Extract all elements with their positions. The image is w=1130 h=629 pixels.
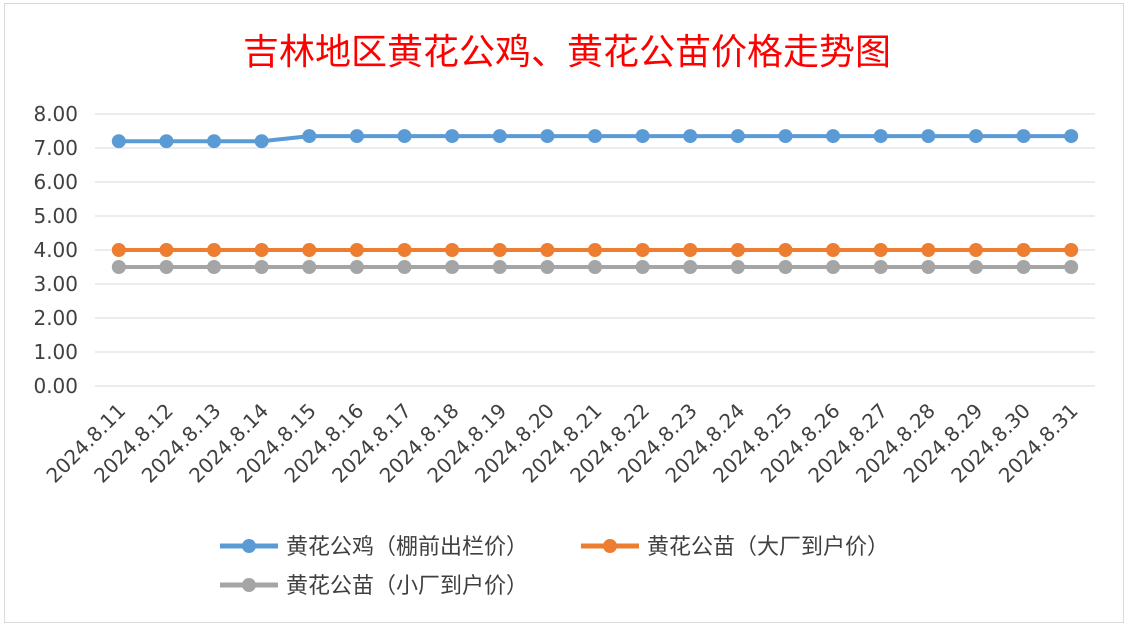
data-point (492, 129, 507, 144)
data-point (730, 129, 745, 144)
data-point (588, 129, 602, 144)
legend-swatch-marker (603, 539, 617, 553)
data-point (1064, 260, 1079, 274)
data-point (1016, 260, 1031, 274)
data-point (254, 260, 269, 274)
data-point (207, 243, 222, 257)
data-point (635, 129, 650, 144)
data-point (921, 243, 936, 257)
data-point (730, 243, 745, 257)
chart-svg: 吉林地区黄花公鸡、黄花公苗价格走势图 0.00 1.00 2.00 3.00 4.00 5… (33, 32, 1095, 599)
data-point (968, 243, 983, 257)
data-point (540, 260, 555, 274)
data-point (778, 129, 793, 144)
data-point (540, 243, 555, 257)
y-tick-label: 5.00 (33, 204, 78, 228)
data-point (349, 243, 364, 257)
data-point (254, 243, 269, 257)
data-point (159, 260, 174, 274)
series-3 (111, 260, 1079, 274)
data-point (968, 129, 983, 144)
data-point (111, 243, 126, 257)
legend-swatch-marker (242, 539, 256, 553)
data-point (397, 129, 412, 144)
y-tick-label: 3.00 (33, 272, 78, 296)
y-tick-label: 7.00 (33, 136, 78, 160)
data-point (873, 129, 888, 144)
y-axis-ticks: 0.00 1.00 2.00 3.00 4.00 5.00 6.00 7.00 8.00 (33, 102, 78, 398)
data-point (683, 129, 698, 144)
data-point (111, 260, 126, 274)
legend-swatch-marker (242, 578, 256, 592)
data-point (683, 243, 698, 257)
data-point (349, 129, 364, 144)
data-point (1064, 243, 1079, 257)
legend-item: 黄花公苗（小厂到户价） (220, 574, 528, 599)
data-point (111, 134, 126, 149)
x-axis-ticks: 2024.8.112024.8.122024.8.132024.8.142024… (41, 399, 1082, 488)
y-tick-label: 8.00 (33, 102, 78, 126)
data-point (873, 243, 888, 257)
data-point (1016, 129, 1031, 144)
y-tick-label: 0.00 (33, 374, 78, 398)
data-point (968, 260, 983, 274)
data-point (159, 134, 174, 149)
data-point (730, 260, 745, 274)
data-point (159, 243, 174, 257)
data-point (207, 260, 222, 274)
data-point (778, 260, 793, 274)
y-tick-label: 6.00 (33, 170, 78, 194)
data-point (302, 129, 317, 144)
y-tick-label: 1.00 (33, 340, 78, 364)
legend-label: 黄花公鸡（棚前出栏价） (286, 535, 528, 560)
data-point (826, 243, 841, 257)
data-point (349, 260, 364, 274)
data-point (921, 260, 936, 274)
data-point (635, 260, 650, 274)
chart-frame: 吉林地区黄花公鸡、黄花公苗价格走势图 0.00 1.00 2.00 3.00 4.00 5… (4, 3, 1124, 623)
data-point (445, 260, 460, 274)
data-point (588, 260, 602, 274)
data-point (492, 243, 507, 257)
data-point (873, 260, 888, 274)
series-1 (111, 129, 1079, 149)
data-point (826, 260, 841, 274)
data-point (921, 129, 936, 144)
data-point (254, 134, 269, 149)
legend: 黄花公鸡（棚前出栏价） 黄花公苗（大厂到户价） 黄花公苗（小厂到户价） (220, 535, 889, 599)
chart-title: 吉林地区黄花公鸡、黄花公苗价格走势图 (243, 32, 891, 73)
data-point (445, 129, 460, 144)
data-point (588, 243, 602, 257)
data-point (1064, 129, 1079, 144)
data-point (683, 260, 698, 274)
legend-item: 黄花公鸡（棚前出栏价） (220, 535, 528, 560)
data-point (492, 260, 507, 274)
data-point (397, 243, 412, 257)
series-2 (111, 243, 1079, 257)
data-point (635, 243, 650, 257)
data-point (445, 243, 460, 257)
y-tick-label: 2.00 (33, 306, 78, 330)
data-point (207, 134, 222, 149)
data-point (302, 260, 317, 274)
legend-item: 黄花公苗（大厂到户价） (581, 535, 889, 560)
data-point (397, 260, 412, 274)
y-tick-label: 4.00 (33, 238, 78, 262)
legend-label: 黄花公苗（小厂到户价） (286, 574, 528, 599)
series-layer (111, 129, 1079, 274)
data-point (1016, 243, 1031, 257)
data-point (540, 129, 555, 144)
data-point (826, 129, 841, 144)
legend-label: 黄花公苗（大厂到户价） (647, 535, 889, 560)
data-point (302, 243, 317, 257)
data-point (778, 243, 793, 257)
